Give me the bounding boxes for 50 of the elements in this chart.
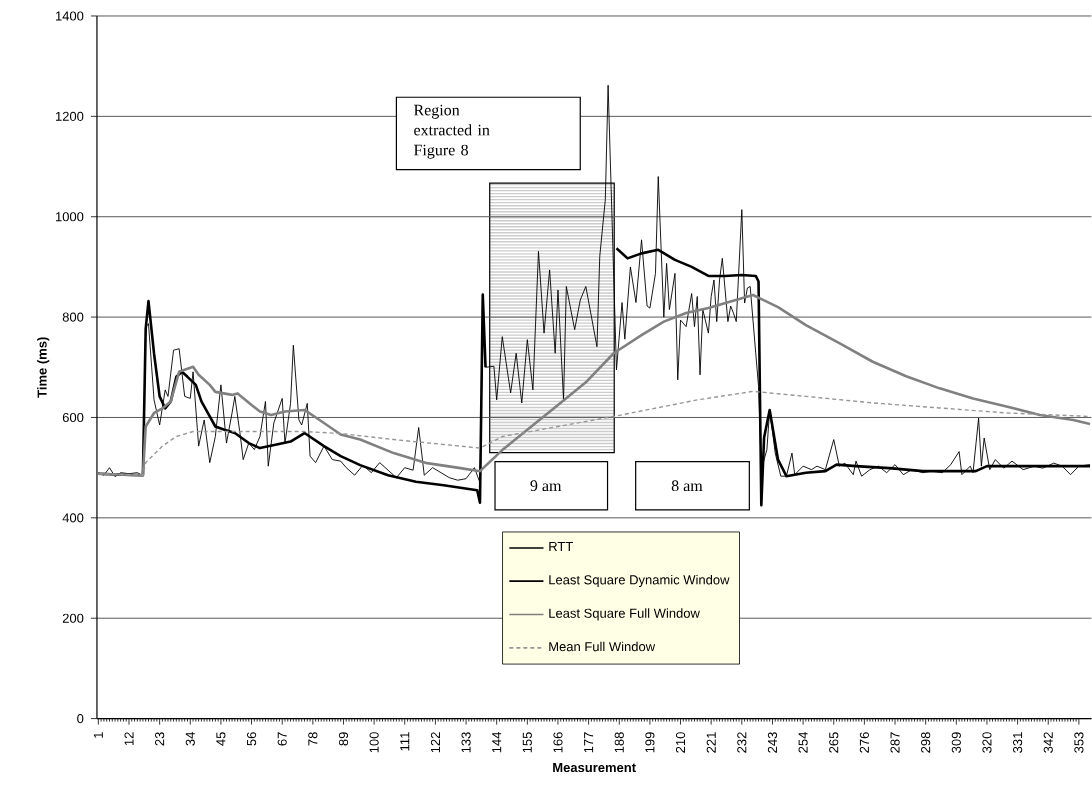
x-tick-label: 56: [246, 732, 257, 746]
y-tick-label: 0: [77, 714, 84, 724]
x-tick-label: 265: [829, 732, 839, 753]
x-tick-label: 89: [338, 732, 349, 746]
x-tick-label: 45: [216, 732, 226, 747]
x-tick-label: 177: [584, 732, 594, 753]
x-tick-label: 221: [706, 732, 716, 753]
x-tick-label: 111: [400, 732, 410, 751]
x-tick-label: 78: [308, 732, 318, 746]
x-tick-label: 287: [890, 732, 900, 753]
x-tick-label: 122: [430, 732, 440, 753]
legend-label: Least Square Dynamic Window: [549, 575, 730, 588]
x-axis-title: Measurement: [553, 763, 636, 773]
x-tick-label: 254: [798, 732, 808, 753]
x-tick-label: 1: [93, 732, 103, 739]
y-tick-label: 1000: [55, 212, 84, 222]
annotation: Region extracted in Figure 8: [413, 104, 490, 159]
x-tick-label: 23: [155, 732, 165, 746]
legend-label: Least Square Full Window: [549, 608, 700, 621]
x-tick-label: 320: [982, 732, 992, 754]
x-tick-label: 243: [767, 732, 778, 753]
x-tick-label: 155: [522, 732, 532, 753]
x-tick-label: 144: [492, 732, 502, 753]
x-tick-label: 100: [369, 732, 379, 753]
x-tick-label: 309: [951, 732, 961, 754]
x-tick-label: 353: [1074, 732, 1084, 754]
legend-label: Mean Full Window: [549, 641, 656, 652]
x-tick-label: 342: [1043, 732, 1053, 754]
x-tick-label: 34: [185, 732, 195, 746]
x-tick-label: 210: [675, 732, 686, 753]
x-tick-label: 166: [553, 732, 563, 753]
y-tick-label: 1400: [55, 11, 84, 21]
y-tick-label: 600: [62, 413, 84, 423]
x-tick-label: 188: [614, 732, 624, 753]
y-tick-label: 200: [62, 613, 84, 624]
annotation: 8 am: [671, 480, 703, 492]
x-tick-label: 67: [277, 732, 287, 746]
x-tick-label: 133: [461, 732, 471, 753]
x-tick-label: 12: [124, 732, 134, 746]
y-tick-label: 800: [62, 312, 84, 322]
x-tick-label: 276: [859, 732, 869, 753]
x-tick-label: 232: [737, 732, 747, 753]
y-tick-label: 400: [62, 513, 84, 523]
annotation: 9 am: [530, 480, 562, 492]
x-tick-label: 199: [645, 732, 655, 753]
x-tick-label: 331: [1013, 732, 1023, 754]
y-tick-label: 1200: [55, 111, 84, 122]
legend-label: RTT: [549, 542, 573, 552]
x-tick-label: 298: [921, 732, 931, 753]
y-axis-title: Time (ms): [37, 337, 50, 398]
